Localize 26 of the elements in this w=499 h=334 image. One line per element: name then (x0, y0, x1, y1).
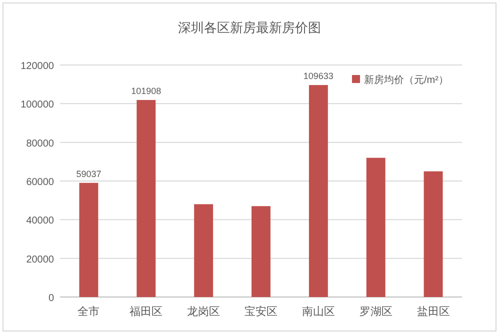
data-label: 59037 (76, 168, 102, 179)
x-tick-label: 南山区 (302, 305, 335, 318)
bar (79, 182, 98, 297)
y-tick-label: 0 (48, 293, 54, 304)
bar (366, 158, 386, 297)
x-tick-label: 福田区 (130, 305, 163, 318)
data-label: 101908 (131, 86, 162, 96)
y-tick-label: 40000 (26, 216, 54, 227)
bar (252, 206, 270, 297)
bar (308, 85, 328, 297)
data-label: 109633 (303, 71, 334, 82)
x-tick-label: 全市 (78, 305, 100, 318)
x-tick-label: 龙岗区 (187, 305, 220, 318)
y-tick-label: 100000 (20, 100, 54, 111)
y-tick-label: 20000 (26, 254, 54, 266)
y-tick-label: 80000 (26, 138, 54, 150)
chart-title: 深圳各区新房最新房价图 (178, 20, 321, 35)
bar (194, 204, 214, 297)
x-tick-label: 盐田区 (416, 305, 450, 318)
bar (136, 100, 156, 297)
x-tick-label: 宝安区 (244, 305, 278, 318)
x-tick-label: 罗湖区 (359, 306, 392, 318)
y-tick-label: 60000 (26, 177, 54, 188)
bar (424, 171, 443, 297)
legend-label: 新房均价（元/m²） (364, 74, 448, 86)
y-tick-label: 120000 (20, 61, 54, 72)
